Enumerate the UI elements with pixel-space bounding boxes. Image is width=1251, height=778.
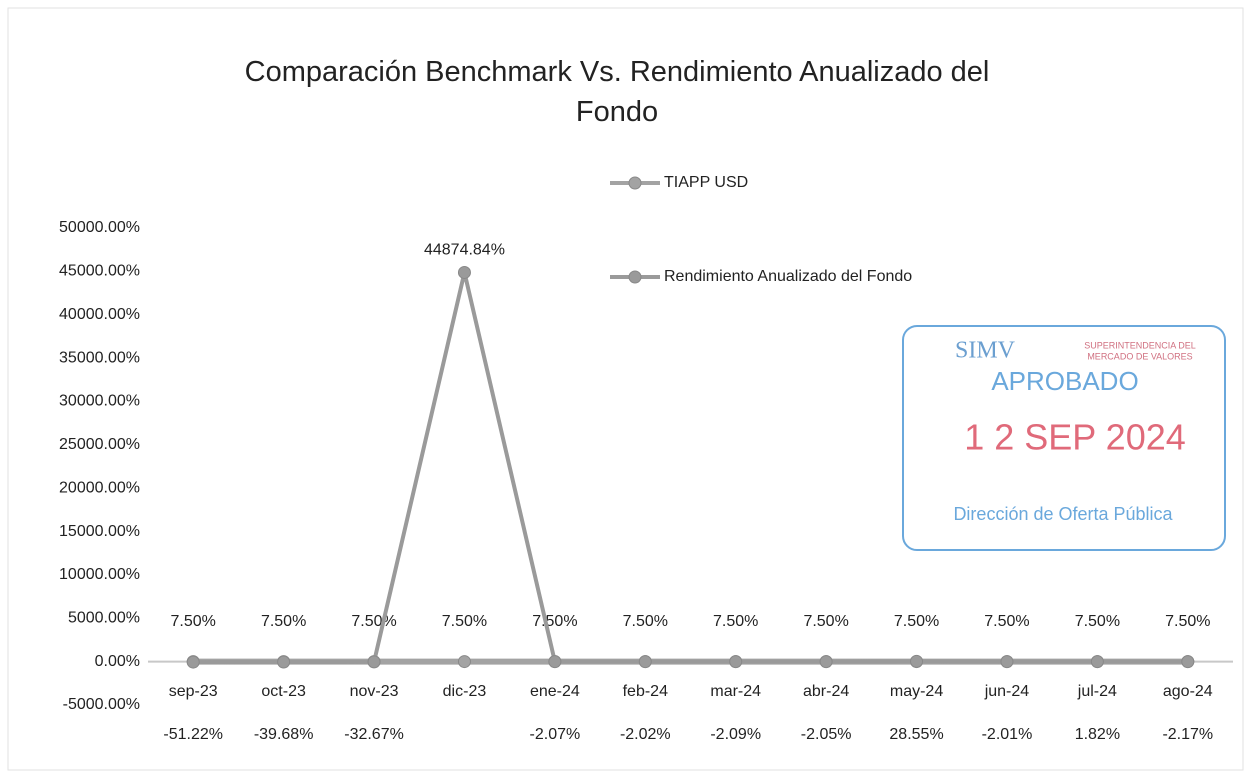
data-label: -2.05%: [801, 726, 852, 743]
x-tick-label: jun-24: [984, 683, 1030, 700]
data-label: -2.07%: [530, 726, 581, 743]
data-label: 7.50%: [1165, 613, 1210, 630]
series-marker: [277, 655, 291, 669]
stamp-status: APROBADO: [991, 366, 1138, 396]
data-label: -2.09%: [710, 726, 761, 743]
series-marker: [457, 265, 471, 279]
series-marker: [1181, 655, 1195, 669]
series-marker: [910, 654, 924, 668]
y-tick-label: 30000.00%: [59, 393, 140, 410]
data-label: -39.68%: [254, 726, 314, 743]
data-label: 7.50%: [713, 613, 758, 630]
y-tick-label: 5000.00%: [68, 609, 140, 626]
x-tick-label: mar-24: [710, 683, 761, 700]
x-tick-label: ene-24: [530, 683, 580, 700]
chart-title: Comparación Benchmark Vs. Rendimiento An…: [244, 56, 990, 128]
x-tick-label: nov-23: [350, 683, 399, 700]
x-tick-label: sep-23: [169, 683, 218, 700]
series-marker: [1090, 655, 1104, 669]
data-label: 1.82%: [1075, 726, 1120, 743]
data-label: 7.50%: [351, 613, 396, 630]
y-tick-label: 40000.00%: [59, 306, 140, 323]
series-marker: [1000, 655, 1014, 669]
legend-label: TIAPP USD: [664, 174, 748, 191]
stamp-org: SUPERINTENDENCIA DEL: [1084, 340, 1196, 350]
series-line: [193, 271, 1188, 665]
data-label: 7.50%: [894, 613, 939, 630]
data-label: -2.01%: [982, 726, 1033, 743]
series-marker: [819, 655, 833, 669]
series-marker: [457, 655, 471, 669]
series-marker: [638, 655, 652, 669]
stamp-border: [902, 325, 1226, 551]
legend-marker: [628, 176, 642, 190]
y-tick-label: 0.00%: [95, 653, 140, 670]
series-marker: [548, 655, 562, 669]
x-tick-label: may-24: [890, 683, 943, 700]
data-label: 7.50%: [171, 613, 216, 630]
x-tick-label: abr-24: [803, 683, 849, 700]
stamp-brand: SIMV: [955, 338, 1016, 364]
stamp-office: Dirección de Oferta Pública: [953, 504, 1173, 524]
y-tick-label: 20000.00%: [59, 479, 140, 496]
data-label: -2.02%: [620, 726, 671, 743]
y-tick-label: 10000.00%: [59, 566, 140, 583]
x-tick-label: ago-24: [1163, 683, 1213, 700]
data-label: 7.50%: [803, 613, 848, 630]
x-tick-label: feb-24: [623, 683, 668, 700]
data-label: 7.50%: [261, 613, 306, 630]
data-label: 7.50%: [532, 613, 577, 630]
stamp: SIMV SUPERINTENDENCIA DEL MERCADO DE VAL…: [902, 325, 1226, 551]
data-label: 7.50%: [984, 613, 1029, 630]
data-label: -2.17%: [1162, 726, 1213, 743]
y-tick-label: -5000.00%: [63, 696, 140, 713]
y-tick-label: 25000.00%: [59, 436, 140, 453]
data-label: 7.50%: [623, 613, 668, 630]
data-label: 28.55%: [889, 726, 943, 743]
y-tick-label: 35000.00%: [59, 349, 140, 366]
data-label: 7.50%: [442, 613, 487, 630]
y-tick-label: 50000.00%: [59, 219, 140, 236]
x-tick-label: dic-23: [443, 683, 487, 700]
series-marker: [729, 655, 743, 669]
legend-label: Rendimiento Anualizado del Fondo: [664, 268, 912, 285]
data-label: -51.22%: [163, 726, 223, 743]
data-label: 44874.84%: [424, 242, 505, 259]
x-tick-label: oct-23: [261, 683, 306, 700]
y-tick-label: 15000.00%: [59, 523, 140, 540]
data-label: -32.67%: [344, 726, 404, 743]
stamp-date: 1 2 SEP 2024: [964, 417, 1186, 458]
series-marker: [367, 655, 381, 669]
data-label: 7.50%: [1075, 613, 1120, 630]
series-marker: [186, 655, 200, 669]
legend-marker: [628, 270, 642, 284]
stamp-org: MERCADO DE VALORES: [1087, 351, 1192, 361]
y-tick-label: 45000.00%: [59, 263, 140, 280]
chart-frame: [7, 7, 1244, 771]
x-tick-label: jul-24: [1077, 683, 1117, 700]
